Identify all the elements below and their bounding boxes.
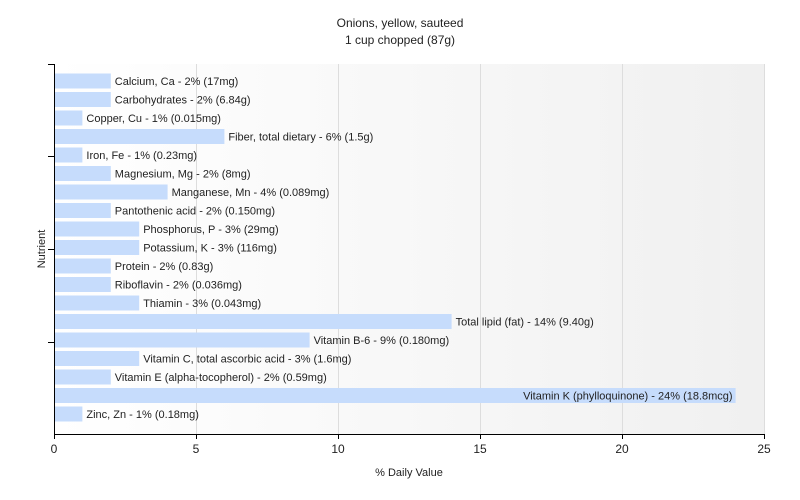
x-tick-label: 15 xyxy=(473,442,487,456)
x-tick-label: 20 xyxy=(615,442,629,456)
bar xyxy=(55,295,140,311)
bars: Calcium, Ca - 2% (17mg) Carbohydrates - 2… xyxy=(55,73,736,422)
bar xyxy=(55,258,111,274)
bar-label: Iron, Fe - 1% (0.23mg) xyxy=(86,150,197,162)
bar-label: Vitamin C, total ascorbic acid - 3% (1.6… xyxy=(143,354,351,366)
bar-label: Vitamin K (phylloquinone) - 24% (18.8mcg… xyxy=(523,391,733,403)
bar xyxy=(55,277,111,292)
bar xyxy=(55,314,452,329)
bar-label: Magnesium, Mg - 2% (8mg) xyxy=(115,169,251,181)
bar-label: Thiamin - 3% (0.043mg) xyxy=(143,298,261,310)
bar xyxy=(55,147,83,163)
chart-subtitle: 1 cup chopped (87g) xyxy=(345,33,455,47)
bar xyxy=(55,351,140,366)
bar-label: Carbohydrates - 2% (6.84g) xyxy=(115,95,251,107)
bar xyxy=(55,221,140,237)
axes xyxy=(48,64,765,435)
bar xyxy=(55,129,225,144)
plot-background xyxy=(54,64,764,434)
bar-label: Calcium, Ca - 2% (17mg) xyxy=(115,76,238,88)
chart-title: Onions, yellow, sauteed xyxy=(337,16,464,30)
bar-label: Fiber, total dietary - 6% (1.5g) xyxy=(228,132,373,144)
y-axis-label: Nutrient xyxy=(36,230,48,269)
bar-label: Vitamin B-6 - 9% (0.180mg) xyxy=(314,335,450,347)
bar xyxy=(55,203,111,218)
bar-label: Phosphorus, P - 3% (29mg) xyxy=(143,224,279,236)
bar-label: Potassium, K - 3% (116mg) xyxy=(143,243,277,255)
x-ticks: 0 5 10 15 20 25 xyxy=(51,434,771,456)
bar-label: Copper, Cu - 1% (0.015mg) xyxy=(86,113,221,125)
bar xyxy=(55,92,111,107)
bar-label: Zinc, Zn - 1% (0.18mg) xyxy=(86,409,198,421)
bar xyxy=(55,369,111,385)
x-tick-label: 0 xyxy=(51,442,58,456)
x-tick-label: 25 xyxy=(757,442,771,456)
x-axis-label: % Daily Value xyxy=(375,467,443,479)
bar-label: Vitamin E (alpha-tocopherol) - 2% (0.59m… xyxy=(115,372,327,384)
x-tick-label: 5 xyxy=(193,442,200,456)
x-tick-label: 10 xyxy=(331,442,345,456)
bar xyxy=(55,166,111,181)
bar-label: Pantothenic acid - 2% (0.150mg) xyxy=(115,206,275,218)
bar xyxy=(55,73,111,89)
bar-label: Riboflavin - 2% (0.036mg) xyxy=(115,280,242,292)
gridlines xyxy=(196,64,765,434)
bar-label: Manganese, Mn - 4% (0.089mg) xyxy=(172,187,330,199)
bar-label: Protein - 2% (0.83g) xyxy=(115,261,213,273)
bar xyxy=(55,388,736,403)
bar xyxy=(55,406,83,422)
bar xyxy=(55,240,140,255)
bar xyxy=(55,110,83,126)
bar-label: Total lipid (fat) - 14% (9.40g) xyxy=(456,317,594,329)
bar xyxy=(55,332,310,348)
bar xyxy=(55,184,168,200)
